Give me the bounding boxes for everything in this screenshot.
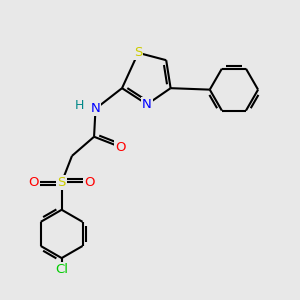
Text: O: O xyxy=(84,176,95,189)
Text: N: N xyxy=(142,98,152,111)
Text: S: S xyxy=(58,176,66,189)
Text: N: N xyxy=(91,102,100,115)
Text: O: O xyxy=(115,141,126,154)
Text: H: H xyxy=(75,99,84,112)
Text: O: O xyxy=(28,176,39,189)
Text: S: S xyxy=(134,46,142,59)
Text: Cl: Cl xyxy=(55,263,68,276)
